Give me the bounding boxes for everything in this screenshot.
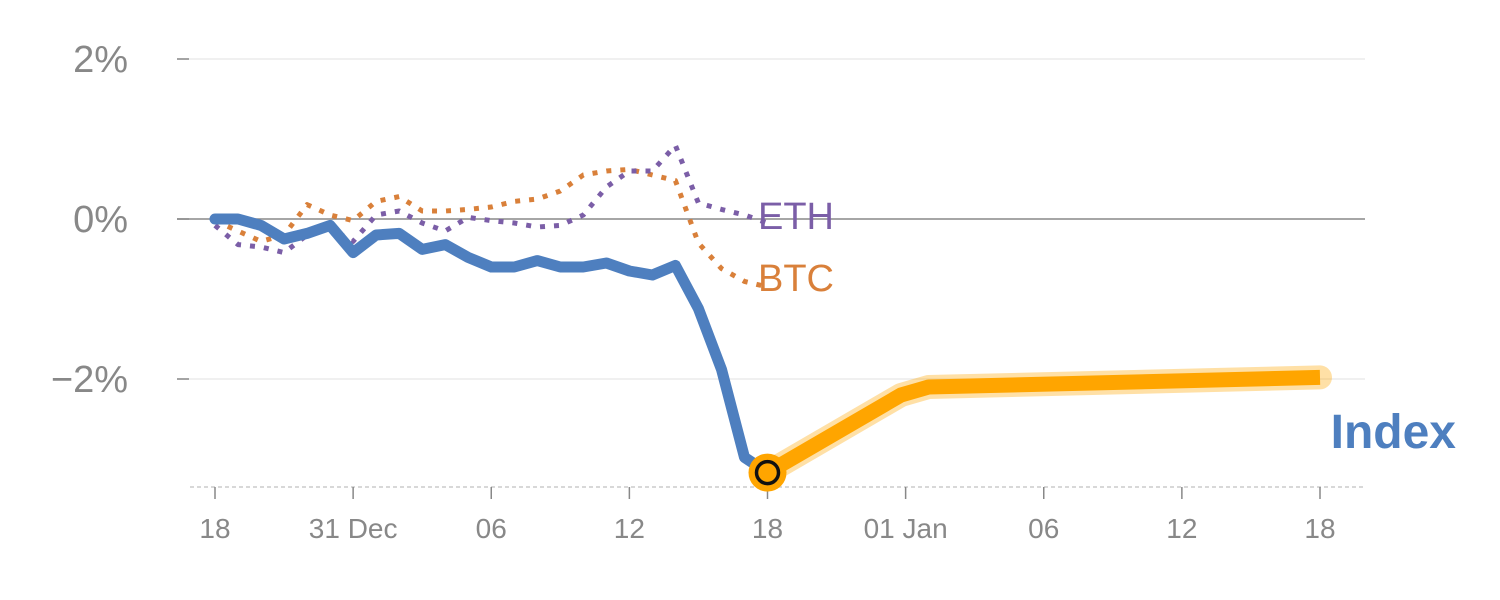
- series-label-index: Index: [1331, 406, 1457, 459]
- series-label-eth: ETH: [758, 196, 834, 238]
- x-tick-label: 18: [199, 513, 230, 544]
- y-tick-label: 2%: [73, 39, 128, 81]
- x-tick-label: 12: [614, 513, 645, 544]
- series-group: [209, 142, 1332, 485]
- series-label-btc: BTC: [758, 258, 834, 300]
- series-labels: ETH BTC Index: [758, 196, 1456, 459]
- x-tick-label: 18: [1304, 513, 1335, 544]
- y-axis: 2% 0% −2%: [51, 39, 189, 401]
- series-line-btc: [213, 166, 769, 290]
- x-tick-label: 12: [1166, 513, 1197, 544]
- x-tick-label: 06: [476, 513, 507, 544]
- x-tick-label: 18: [752, 513, 783, 544]
- x-tick-label: 06: [1028, 513, 1059, 544]
- series-line-projection: [763, 369, 1321, 480]
- series-line-index: [209, 213, 773, 479]
- y-tick-label: −2%: [51, 359, 128, 401]
- marker-halo: [748, 453, 787, 492]
- x-tick-label: 01 Jan: [864, 513, 948, 544]
- endpoint-marker: [754, 459, 781, 486]
- y-tick-label: 0%: [73, 199, 128, 241]
- x-axis: 18 31 Dec 06 12 18 01 Jan 06 12 18: [190, 486, 1365, 544]
- x-tick-label: 31 Dec: [309, 513, 398, 544]
- marker-group: [748, 453, 787, 492]
